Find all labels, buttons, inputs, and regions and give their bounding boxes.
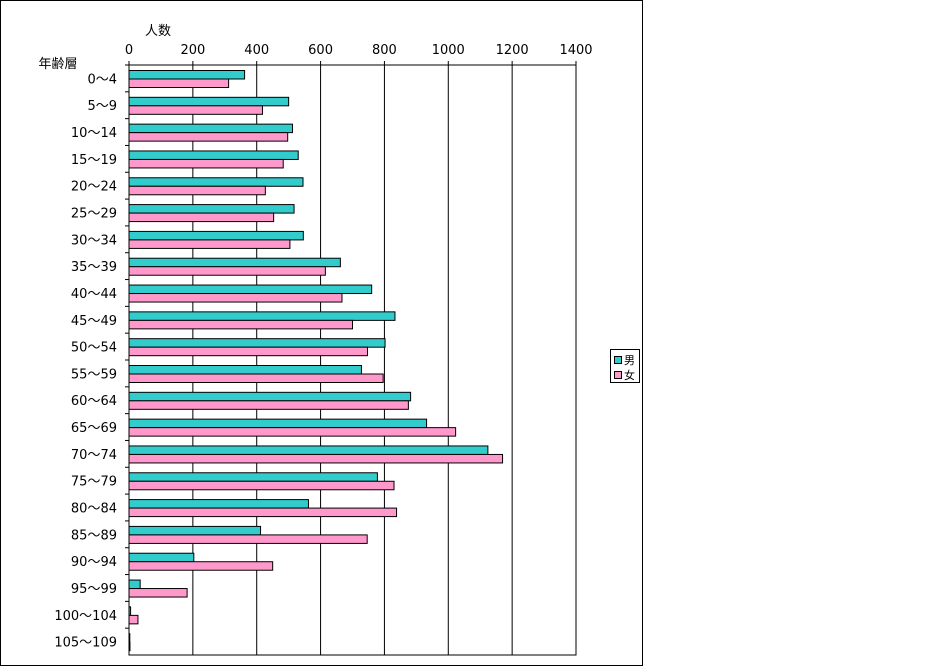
bar-male	[128, 391, 412, 402]
bar-male	[128, 552, 195, 563]
bar-male	[128, 96, 290, 107]
category-label: 95〜99	[71, 582, 117, 597]
bar-female	[128, 293, 343, 303]
category-label: 15〜19	[71, 153, 117, 168]
bar-female	[128, 453, 504, 464]
bar-female	[128, 346, 369, 357]
bar-female	[128, 266, 326, 276]
category-label: 80〜84	[71, 502, 117, 517]
x-axis-title: 人数	[145, 24, 171, 39]
bar-male	[128, 499, 309, 509]
x-tick-label: 200	[180, 43, 205, 58]
category-label: 0〜4	[87, 72, 117, 87]
bar-male	[128, 311, 396, 321]
bar-male	[128, 123, 293, 134]
x-tick-label: 1400	[559, 43, 592, 58]
category-label: 100〜104	[54, 609, 117, 624]
bar-male	[128, 606, 132, 616]
category-label: 55〜59	[71, 367, 117, 382]
chart-frame: 人数 年齢層 0 200 400 600 800 1000 1200 1400 0〜4 5〜9 1…	[0, 0, 643, 666]
bar-female	[128, 588, 188, 598]
legend-swatch-female	[614, 370, 622, 379]
bar-male	[128, 418, 428, 429]
bar-female	[128, 614, 139, 625]
bar-female	[128, 427, 457, 437]
category-label: 105〜109	[54, 636, 117, 651]
legend-item-male: 男	[614, 352, 639, 367]
category-label: 40〜44	[71, 287, 117, 302]
bar-male	[128, 365, 362, 375]
bar-male	[128, 177, 304, 187]
x-tick-label: 400	[244, 43, 269, 58]
x-tick-label: 800	[372, 43, 397, 58]
bar-female	[128, 561, 274, 571]
bar-female	[128, 132, 289, 142]
bar-male	[128, 257, 341, 268]
bar-male	[128, 230, 304, 241]
x-tick-label: 0	[125, 43, 133, 58]
bar-female	[128, 534, 368, 544]
category-label: 20〜24	[71, 180, 117, 195]
category-label: 65〜69	[71, 421, 117, 436]
bar-male	[128, 579, 141, 590]
bar-female	[128, 212, 275, 223]
category-labels: 0〜4 5〜9 10〜14 15〜19 20〜24 25〜29 30〜34 35〜39 40〜4…	[54, 64, 129, 651]
legend: 男 女	[610, 349, 640, 383]
legend-item-female: 女	[614, 367, 639, 382]
bar-female	[128, 319, 353, 330]
bar-male	[128, 525, 262, 536]
bar-female	[128, 641, 131, 652]
x-tick-label: 1200	[496, 43, 529, 58]
bars	[128, 70, 504, 652]
category-label: 90〜94	[71, 555, 117, 570]
bar-female	[128, 480, 395, 491]
bar-male	[128, 150, 299, 160]
x-tick-labels: 0 200 400 600 800 1000 1200 1400	[125, 43, 593, 65]
x-tick-label: 1000	[432, 43, 465, 58]
bar-female	[128, 158, 284, 169]
bar-female	[128, 239, 291, 249]
category-label: 70〜74	[71, 448, 117, 463]
bar-male	[128, 70, 246, 80]
bar-female	[128, 400, 409, 410]
category-label: 5〜9	[87, 99, 117, 114]
bar-male	[128, 472, 378, 482]
category-label: 45〜49	[71, 314, 117, 329]
bar-male	[128, 633, 131, 643]
category-label: 60〜64	[71, 394, 117, 409]
bar-female	[128, 78, 230, 88]
bar-female	[128, 507, 398, 518]
bar-male	[128, 445, 489, 455]
bar-female	[128, 373, 384, 383]
bar-male	[128, 284, 373, 295]
category-label: 75〜79	[71, 475, 117, 490]
category-label: 35〜39	[71, 260, 117, 275]
bar-female	[128, 105, 263, 115]
bar-chart: 人数 年齢層 0 200 400 600 800 1000 1200 1400 0〜4 5〜9 1…	[38, 24, 593, 656]
bar-female	[128, 185, 266, 196]
legend-label-male: 男	[624, 353, 635, 367]
category-label: 10〜14	[71, 126, 117, 141]
category-label: 25〜29	[71, 207, 117, 222]
bar-male	[128, 204, 295, 214]
category-label: 85〜89	[71, 528, 117, 543]
category-label: 30〜34	[71, 233, 117, 248]
bar-male	[128, 338, 386, 348]
y-axis-title: 年齢層	[38, 57, 77, 72]
x-tick-label: 600	[308, 43, 333, 58]
legend-label-female: 女	[624, 368, 635, 382]
legend-swatch-male	[614, 355, 622, 364]
category-label: 50〜54	[71, 341, 117, 356]
